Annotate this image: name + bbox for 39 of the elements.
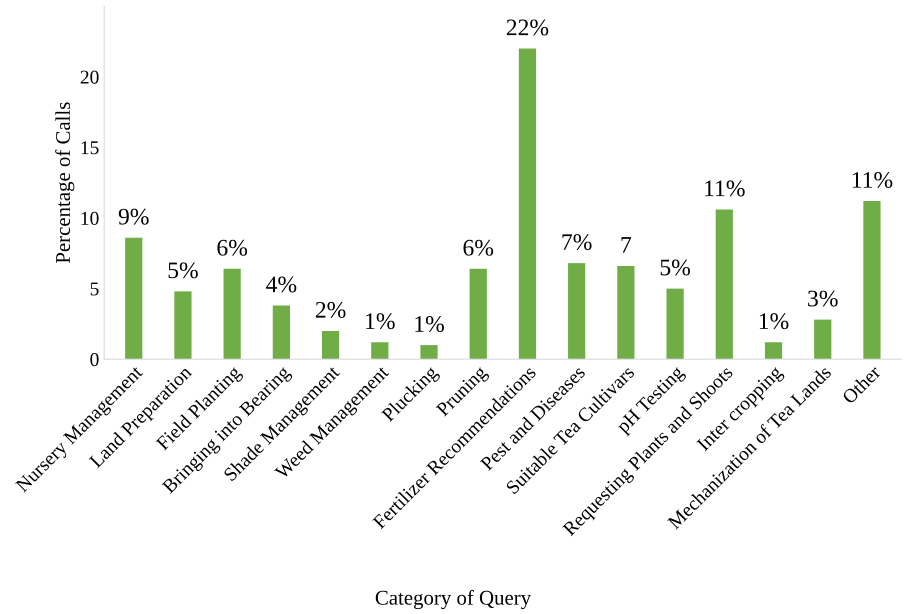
data-label: 1% [760,313,788,330]
bar [814,320,832,360]
data-label: 6% [464,240,494,256]
y-tick-label: 5 [90,282,99,296]
bar [617,266,634,360]
data-label: 9% [118,208,149,225]
bar [716,209,733,360]
bar [174,291,192,360]
y-tick-label: 15 [82,141,99,154]
bar [518,48,536,360]
bar [371,342,388,360]
y-tick-label: 20 [80,70,99,84]
y-tick-label: 0 [90,353,99,366]
bar [666,288,684,360]
bar [420,345,438,360]
data-label: 11% [852,172,892,188]
data-label: 3% [808,290,838,307]
bar [470,268,487,360]
data-label: 1% [415,316,444,332]
data-label: 1% [366,313,395,330]
y-axis-title: Percentage of Calls [55,102,74,264]
bar [568,263,586,360]
bar [863,201,881,360]
data-label: 5% [168,262,198,278]
bar [272,306,290,360]
y-tick-label: 10 [82,212,99,225]
data-label: 7 [622,237,632,253]
x-axis-title: Category of Query [376,590,532,610]
bar [125,238,142,360]
data-label: 4% [266,276,296,292]
data-label: 11% [705,180,745,196]
bar [764,342,782,360]
bar [322,330,340,360]
data-label: 6% [217,240,248,256]
bar [224,268,241,360]
data-label: 7% [562,234,592,250]
data-label: 2% [316,302,346,318]
data-label: 22% [506,19,548,36]
data-label: 5% [660,260,690,276]
